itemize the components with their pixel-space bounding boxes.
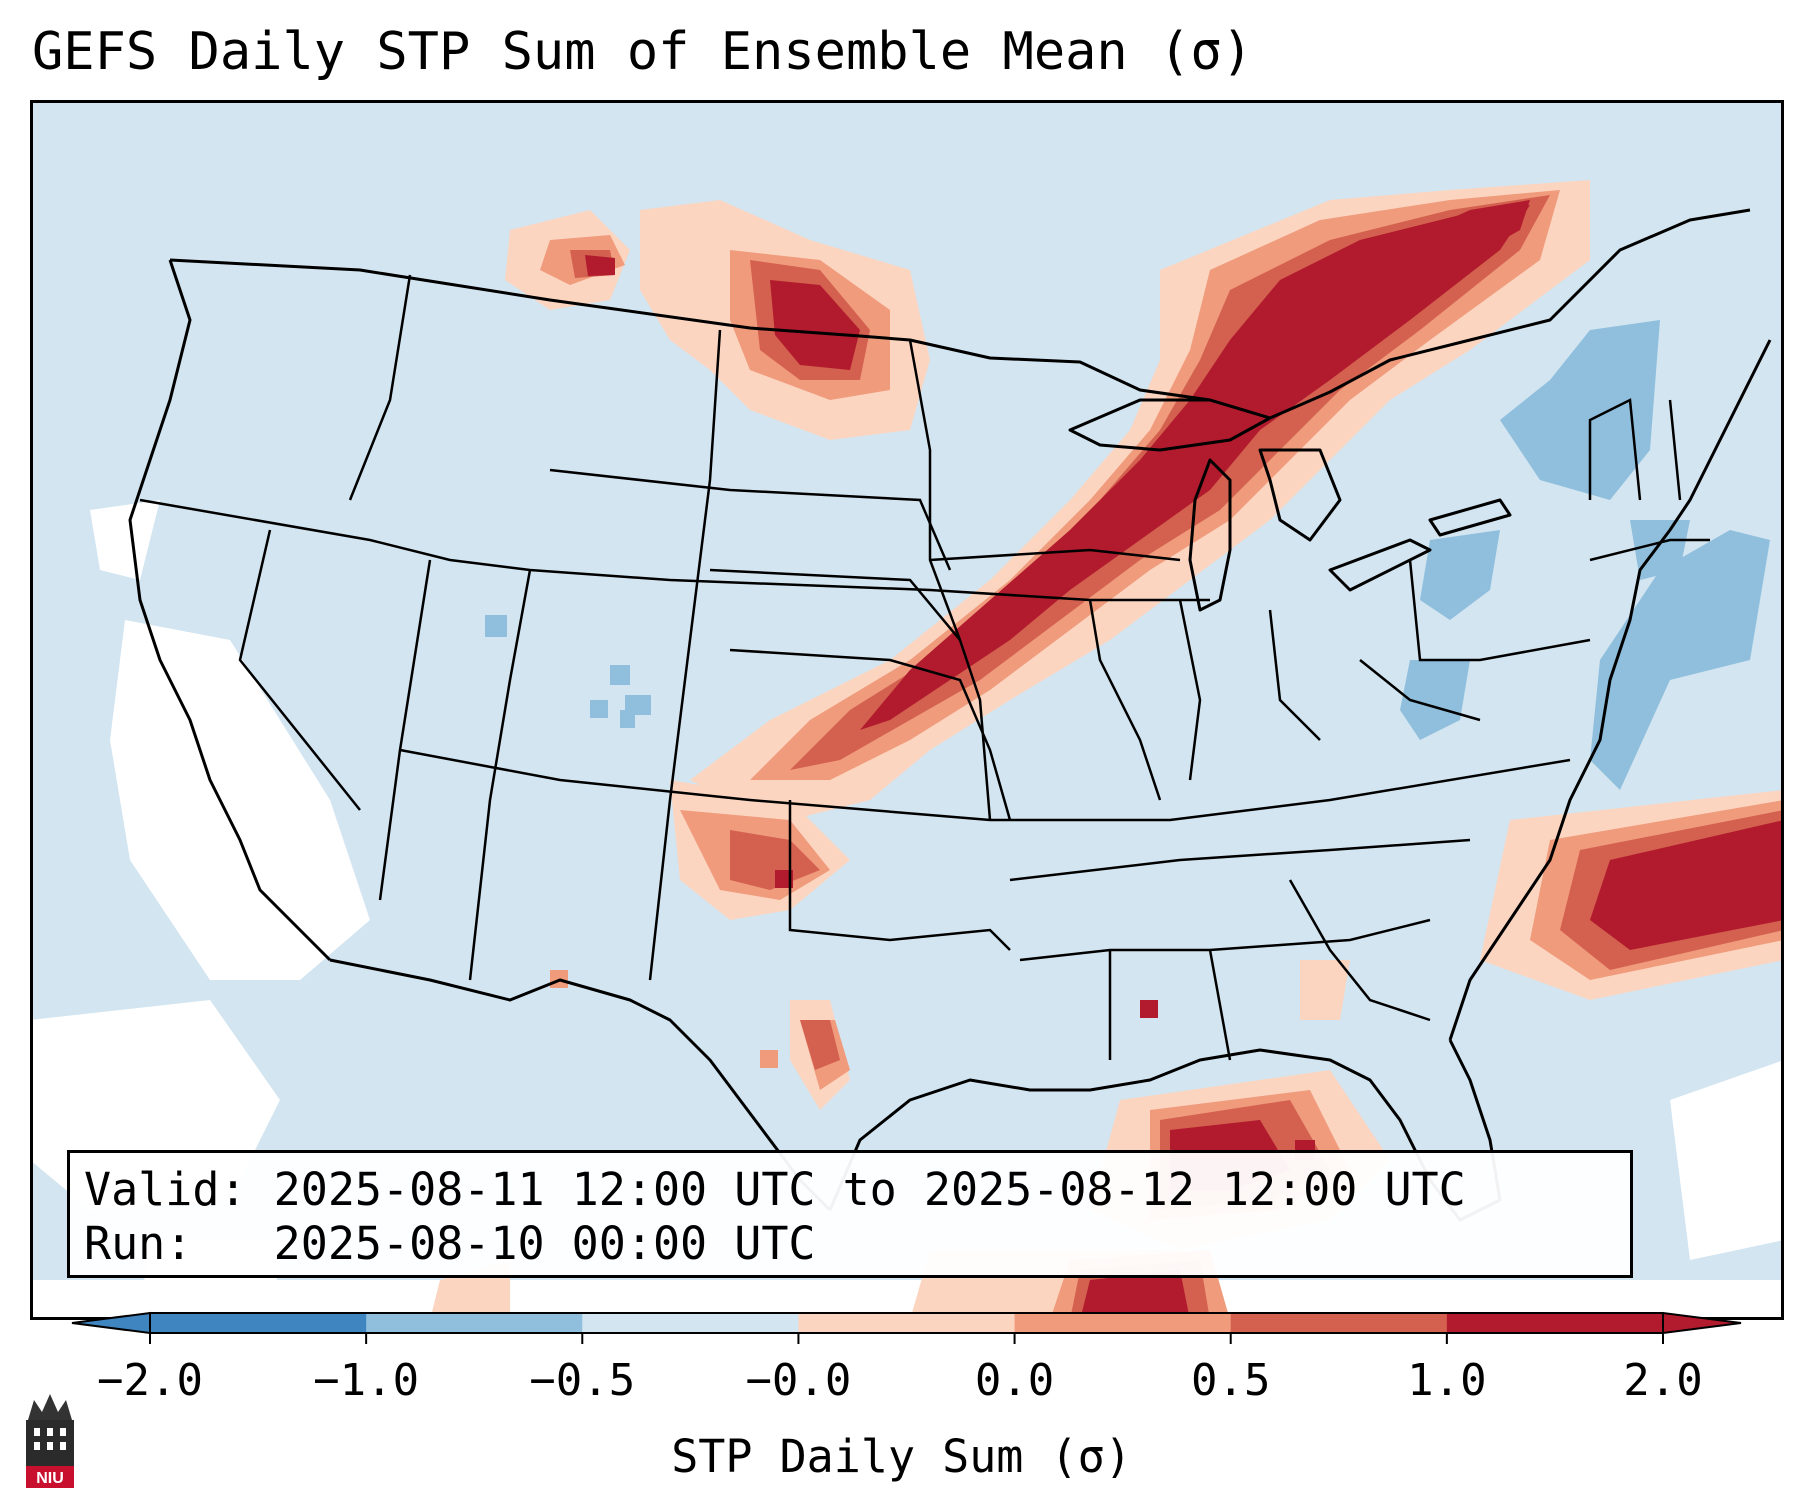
- niu-logo-text: NIU: [36, 1470, 64, 1487]
- colorbar-segment: [366, 1313, 583, 1333]
- map-title: GEFS Daily STP Sum of Ensemble Mean (σ): [32, 22, 1253, 82]
- northern-border: [169, 208, 1751, 420]
- stp-anomaly-map: [30, 100, 1784, 1320]
- niu-logo: NIU: [26, 1394, 74, 1488]
- lake-erie: [1328, 538, 1432, 592]
- colorbar-label: STP Daily Sum (σ): [671, 1430, 1132, 1483]
- colorbar-segment: [582, 1313, 799, 1333]
- lake-michigan: [1188, 458, 1232, 612]
- negative-anomaly-areas: [485, 320, 1770, 790]
- valid-time: 2025-08-11 12:00 UTC to 2025-08-12 12:00…: [273, 1163, 1466, 1216]
- colorbar-segment: [798, 1313, 1016, 1333]
- colorbar-tick-label: −2.0: [97, 1355, 203, 1406]
- run-time: 2025-08-10 00:00 UTC: [273, 1217, 816, 1270]
- colorbar-under-extension: [71, 1311, 151, 1335]
- colorbar-segment: [1230, 1313, 1448, 1333]
- east-coast: [1448, 339, 1772, 1041]
- colorbar-frame: [149, 1312, 1664, 1334]
- strongest-positive-areas: [585, 200, 1784, 1320]
- colorbar-tick-label: −0.5: [529, 1355, 635, 1406]
- map-outlines: [128, 208, 1772, 1222]
- valid-run-info-box: Valid: 2025-08-11 12:00 UTC to 2025-08-1…: [67, 1150, 1633, 1278]
- colorbar-tick-label: 1.0: [1407, 1355, 1486, 1406]
- colorbar-tick-label: 2.0: [1623, 1355, 1702, 1406]
- colorbar-over-extension: [1662, 1311, 1742, 1335]
- state-lines: [139, 274, 1710, 1061]
- lake-superior: [1068, 398, 1272, 452]
- colorbar: −2.0 −1.0 −0.5 −0.0 0.0 0.5 1.0 2.0: [71, 1311, 1742, 1406]
- colorbar-tick-label: 0.0: [975, 1355, 1054, 1406]
- lake-ontario: [1428, 498, 1512, 537]
- west-coast: [128, 259, 332, 962]
- colorbar-tick-label: −0.0: [745, 1355, 851, 1406]
- colorbar-segment: [1014, 1313, 1232, 1333]
- colorbar-tick-label: −1.0: [313, 1355, 419, 1406]
- lake-huron: [1258, 448, 1342, 542]
- colorbar-segment: [1446, 1313, 1664, 1333]
- colorbar-segment: [150, 1313, 367, 1333]
- valid-label: Valid:: [84, 1163, 247, 1216]
- run-label: Run:: [84, 1217, 193, 1270]
- colorbar-tick-label: 0.5: [1191, 1355, 1270, 1406]
